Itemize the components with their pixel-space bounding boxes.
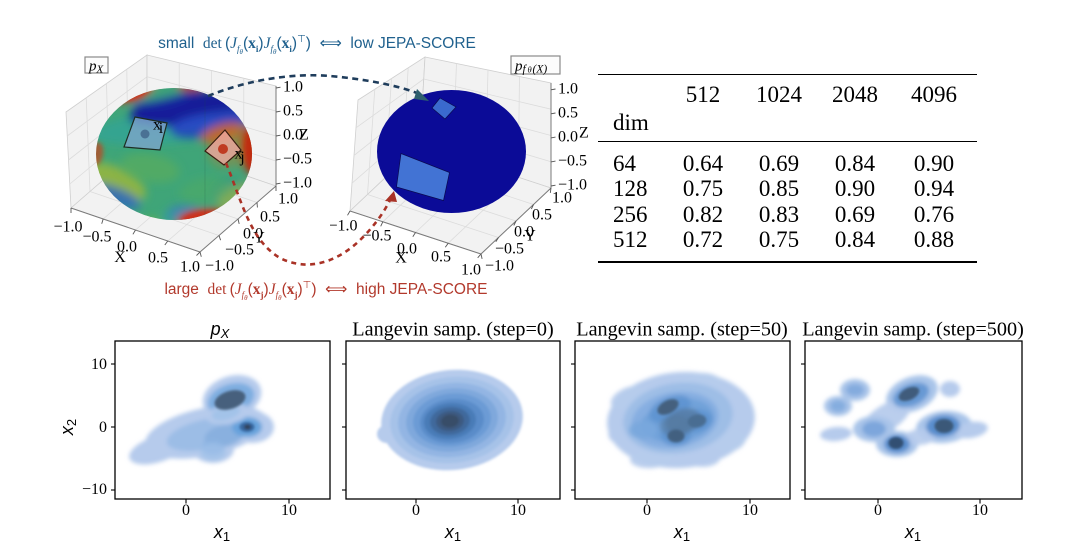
svg-text:f: f <box>523 64 528 76</box>
svg-text:p: p <box>88 59 97 75</box>
svg-text:0.0: 0.0 <box>514 224 534 241</box>
svg-text:0: 0 <box>412 502 420 519</box>
svg-text:−1.0: −1.0 <box>205 258 234 275</box>
svg-text:j: j <box>239 149 244 166</box>
svg-text:0.5: 0.5 <box>283 103 303 120</box>
svg-text:0.5: 0.5 <box>532 207 552 224</box>
svg-text:x: x <box>235 146 243 163</box>
svg-text:X: X <box>395 250 407 267</box>
svg-text:0.0: 0.0 <box>243 226 263 243</box>
svg-text:0: 0 <box>99 419 107 436</box>
svg-text:−0.5: −0.5 <box>495 241 524 258</box>
svg-text:−1.0: −1.0 <box>283 175 312 192</box>
svg-text:0.5: 0.5 <box>431 249 451 266</box>
svg-text:0.5: 0.5 <box>558 104 578 121</box>
svg-text:0: 0 <box>874 502 882 519</box>
svg-text:10: 10 <box>510 502 526 519</box>
svg-text:0: 0 <box>643 502 651 519</box>
svg-text:1.0: 1.0 <box>283 79 303 96</box>
svg-text:−0.5: −0.5 <box>283 151 312 168</box>
svg-text:i: i <box>159 120 164 137</box>
svg-text:−0.5: −0.5 <box>225 242 254 259</box>
svg-text:−1.0: −1.0 <box>53 219 82 236</box>
svg-text:x: x <box>153 117 161 134</box>
svg-text:0.0: 0.0 <box>117 239 137 256</box>
svg-text:−1.0: −1.0 <box>558 177 587 194</box>
svg-text:1.0: 1.0 <box>278 191 298 208</box>
svg-text:1.0: 1.0 <box>558 80 578 97</box>
svg-text:0.0: 0.0 <box>558 128 578 145</box>
svg-text:0: 0 <box>182 502 190 519</box>
svg-text:10: 10 <box>281 502 297 519</box>
svg-text:−1.0: −1.0 <box>330 218 358 235</box>
svg-text:1.0: 1.0 <box>552 190 572 207</box>
svg-text:0.5: 0.5 <box>148 250 168 267</box>
svg-text:Z: Z <box>299 127 309 144</box>
svg-text:(X): (X) <box>533 64 548 76</box>
svg-text:−1.0: −1.0 <box>485 258 514 275</box>
svg-text:θ: θ <box>528 65 532 75</box>
svg-text:1.0: 1.0 <box>461 262 481 279</box>
svg-text:p: p <box>514 59 523 75</box>
svg-text:−10: −10 <box>82 481 107 498</box>
svg-text:0.0: 0.0 <box>283 127 303 144</box>
svg-text:10: 10 <box>742 502 758 519</box>
svg-text:Y: Y <box>524 228 536 245</box>
svg-text:−0.5: −0.5 <box>558 152 587 169</box>
svg-text:0.0: 0.0 <box>397 241 417 258</box>
svg-text:X: X <box>114 249 126 266</box>
svg-text:10: 10 <box>91 356 107 373</box>
svg-text:X: X <box>96 64 105 76</box>
svg-text:−0.5: −0.5 <box>82 229 111 246</box>
svg-text:1.0: 1.0 <box>180 259 200 276</box>
svg-text:Z: Z <box>579 125 589 142</box>
svg-text:0.5: 0.5 <box>260 209 280 226</box>
svg-text:10: 10 <box>972 502 988 519</box>
